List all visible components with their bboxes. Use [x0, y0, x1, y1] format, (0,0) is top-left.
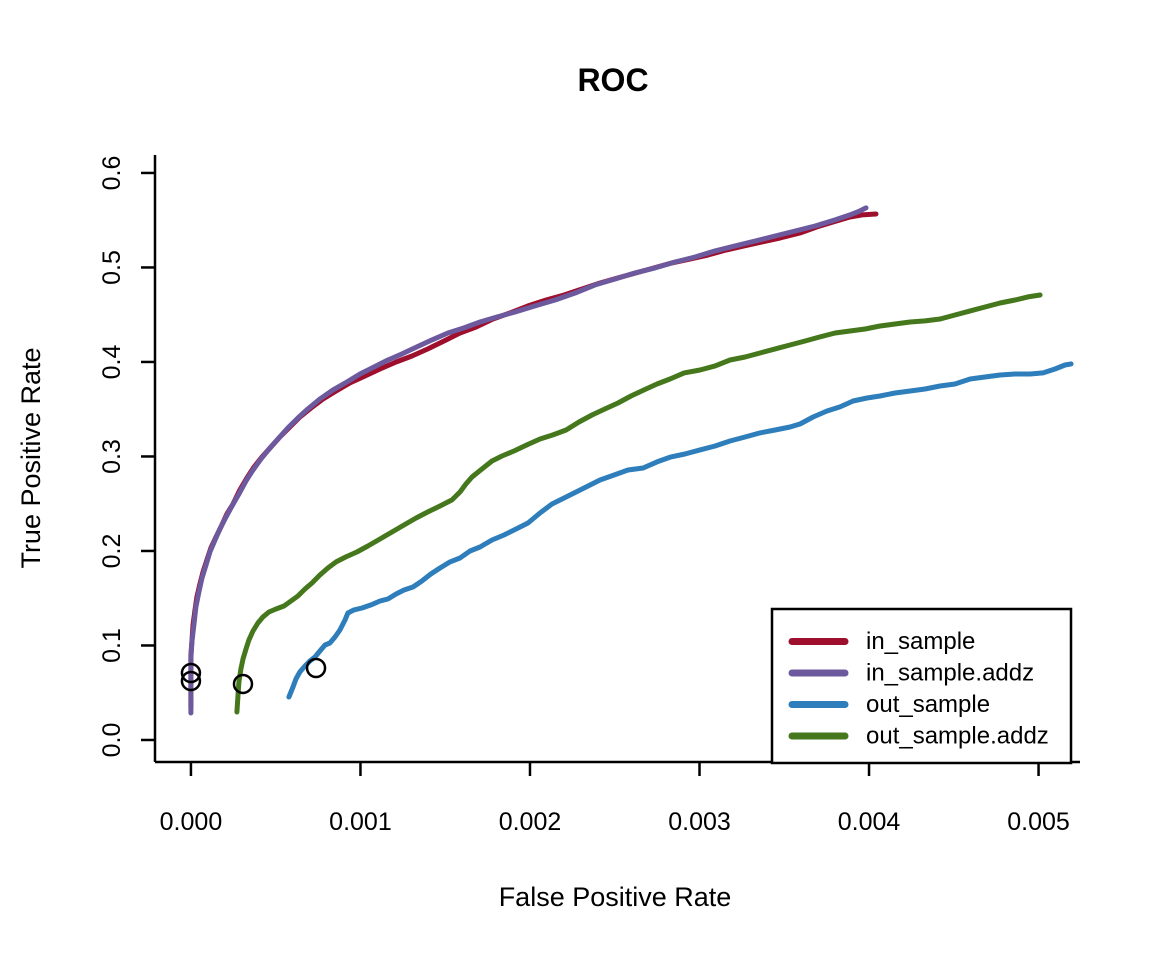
axes: 0.000 0.001 0.002 0.003 0.004 0.005 0.0 0.1 0.2 0…	[98, 155, 1080, 836]
x-tick-label: 0.000	[160, 808, 223, 836]
chart-title: ROC	[577, 62, 648, 98]
legend-item: in_sample.addz	[788, 660, 1034, 687]
y-tick-label: 0.1	[98, 628, 126, 663]
legend-item-label: out_sample.addz	[866, 723, 1049, 750]
y-tick-label: 0.4	[98, 344, 126, 379]
legend-item-label: out_sample	[866, 691, 990, 718]
x-axis-title: False Positive Rate	[499, 882, 732, 912]
series-line-in_sample.addz	[188, 205, 869, 716]
x-tick-label: 0.003	[668, 808, 731, 836]
y-tick-label: 0.3	[98, 439, 126, 474]
cutoff-marker-in_sample.addz	[180, 670, 202, 692]
x-tick-label: 0.005	[1007, 808, 1070, 836]
cutoff-marker-in_sample	[180, 662, 202, 684]
legend-item: out_sample	[788, 691, 990, 718]
cutoff-markers	[180, 657, 327, 695]
legend-item-label: in_sample	[866, 628, 975, 655]
x-tick-label: 0.002	[499, 808, 562, 836]
y-tick-label: 0.5	[98, 250, 126, 285]
series-line-out_sample	[286, 361, 1074, 700]
y-tick-label: 0.6	[98, 156, 126, 191]
series-lines	[188, 205, 1074, 716]
y-axis-title: True Positive Rate	[16, 347, 46, 568]
legend-item: in_sample	[788, 628, 975, 655]
legend-item-label: in_sample.addz	[866, 660, 1034, 687]
series-line-out_sample.addz	[234, 292, 1043, 715]
legend-item: out_sample.addz	[788, 723, 1049, 750]
y-tick-label: 0.2	[98, 534, 126, 569]
cutoff-marker-out_sample.addz	[232, 673, 254, 695]
x-tick-label: 0.004	[838, 808, 901, 836]
cutoff-marker-out_sample	[305, 657, 327, 679]
legend: in_sample in_sample.addz out_sample out_sam…	[770, 607, 1073, 765]
y-tick-label: 0.0	[98, 723, 126, 758]
x-tick-label: 0.001	[329, 808, 392, 836]
